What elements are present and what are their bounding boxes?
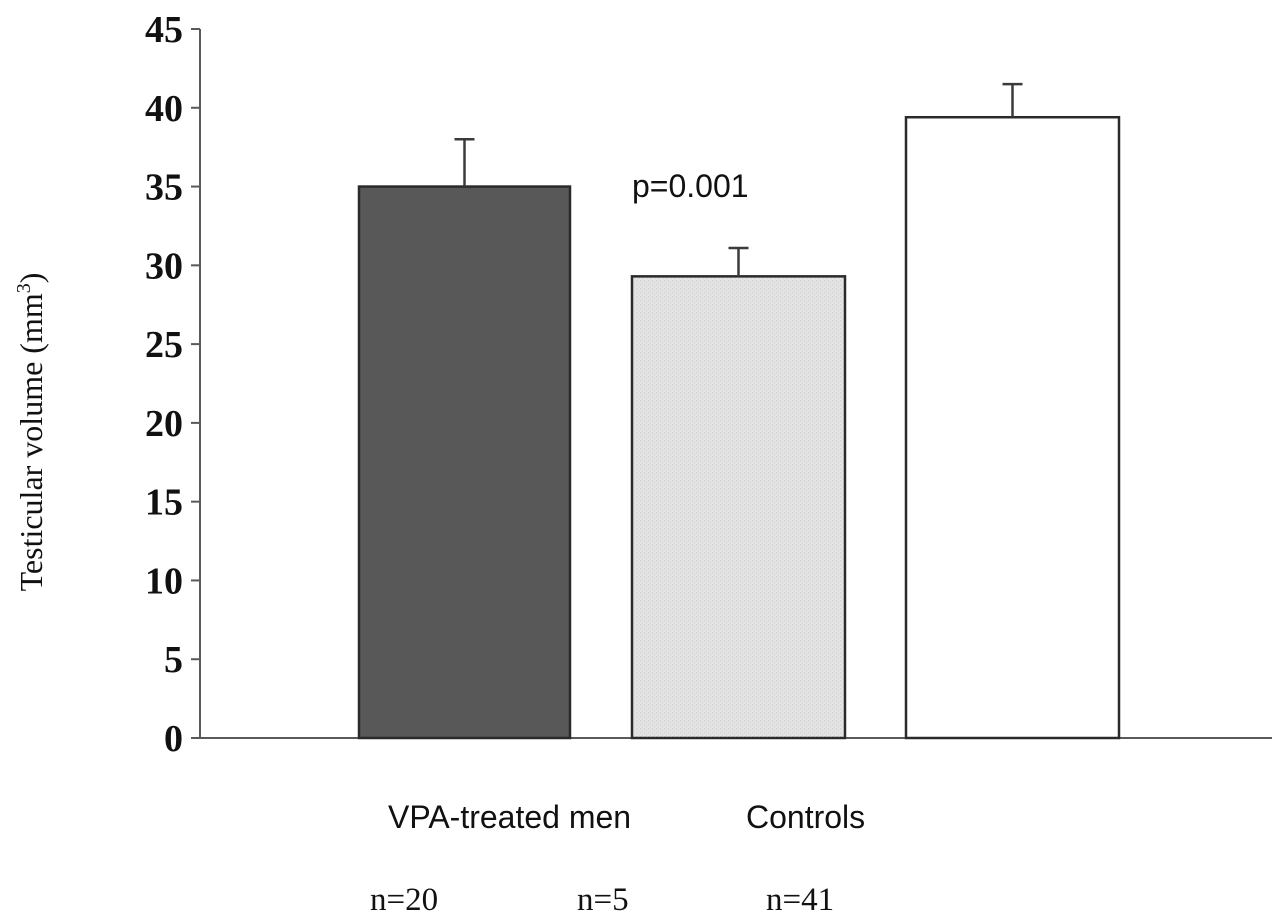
- bars: [357, 82, 1121, 740]
- y-ticks: 0 5 10 15 20 25 30 35 40 45: [145, 9, 200, 760]
- y-tick-label: 0: [164, 718, 183, 760]
- group-label-vpa: VPA-treated men: [388, 799, 631, 835]
- n-label-3: n=41: [766, 882, 834, 918]
- bar-2: [630, 275, 847, 740]
- bar-3: [904, 115, 1121, 740]
- y-tick-label: 20: [145, 403, 183, 445]
- y-tick-label: 35: [145, 167, 183, 209]
- y-tick-label: 45: [145, 9, 183, 51]
- group-label-controls: Controls: [746, 799, 865, 835]
- p-value-annotation: p=0.001: [632, 168, 749, 204]
- bar-1: [357, 185, 572, 740]
- y-tick-label: 15: [145, 482, 183, 524]
- n-label-1: n=20: [370, 882, 438, 918]
- y-tick-label: 10: [145, 560, 183, 602]
- n-label-2: n=5: [577, 882, 629, 918]
- y-axis-title: Testicular volume (mm3): [13, 273, 49, 592]
- y-tick-label: 5: [164, 639, 183, 681]
- y-tick-label: 25: [145, 324, 183, 366]
- y-tick-label: 30: [145, 245, 183, 287]
- y-tick-label: 40: [145, 88, 183, 130]
